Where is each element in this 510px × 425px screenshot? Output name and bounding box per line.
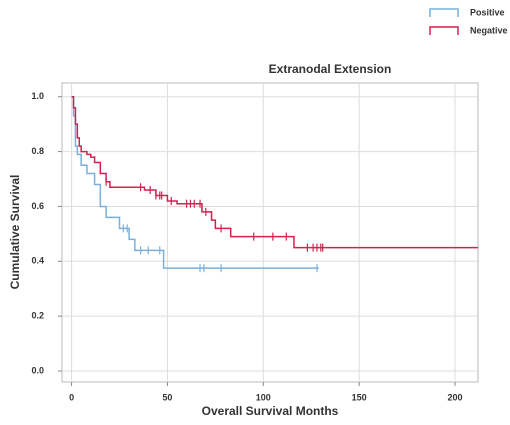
y-axis-title: Cumulative Survival [8,175,22,290]
legend-swatch [429,8,459,17]
legend-swatch [429,26,459,35]
x-tick-label: 150 [352,392,367,402]
y-tick-label: 0.2 [31,311,44,321]
y-tick-label: 1.0 [31,91,44,101]
survival-curve [71,95,478,249]
legend-label: Positive [470,7,505,17]
y-tick-label: 0.8 [31,146,44,156]
y-tick-label: 0.0 [31,365,44,375]
x-tick-label: 100 [256,392,271,402]
chart-title: Extranodal Extension [269,62,392,76]
survival-curve [71,95,319,269]
x-tick-label: 0 [69,392,74,402]
plot-frame [61,82,479,383]
legend-label: Negative [470,25,508,35]
y-tick-label: 0.6 [31,201,44,211]
x-tick-label: 50 [162,392,172,402]
x-axis-title: Overall Survival Months [202,404,339,418]
y-tick-label: 0.4 [31,256,44,266]
x-tick-label: 200 [447,392,462,402]
